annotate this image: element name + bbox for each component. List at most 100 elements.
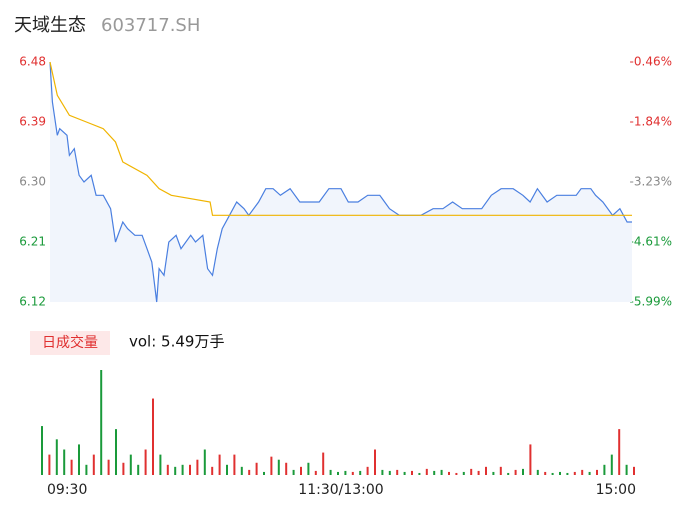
volume-bar: [122, 462, 125, 475]
volume-bar: [559, 471, 561, 475]
volume-bar: [388, 470, 391, 475]
volume-bar: [573, 471, 576, 475]
volume-bar: [610, 454, 613, 475]
volume-bar: [485, 466, 487, 475]
volume-bar: [307, 462, 310, 475]
volume-bar: [514, 469, 517, 475]
volume-bar: [129, 454, 132, 475]
volume-bar: [196, 459, 199, 475]
volume-bar: [448, 471, 450, 475]
x-tick-label: 09:30: [47, 482, 87, 498]
volume-bar: [566, 472, 569, 475]
price-line: [49, 61, 632, 303]
volume-bar: [285, 462, 288, 475]
y2-tick-label: -0.46%: [630, 55, 672, 69]
x-tick-label: 11:30/13:00: [298, 482, 383, 498]
volume-bar: [255, 462, 258, 475]
volume-text: vol: 5.49万手: [129, 333, 224, 351]
volume-bar: [492, 471, 495, 475]
volume-bar: [433, 470, 436, 475]
average-line: [49, 61, 632, 216]
volume-bar: [344, 470, 347, 475]
volume-bar: [92, 454, 95, 475]
stock-code: 603717.SH: [101, 15, 200, 36]
volume-bar: [603, 464, 606, 475]
volume-bar: [107, 459, 110, 475]
volume-bar: [270, 456, 273, 475]
y-tick-label: 6.12: [19, 295, 46, 309]
volume-bar: [366, 466, 369, 475]
volume-bar: [374, 449, 376, 475]
volume-bar: [322, 452, 325, 475]
volume-bar: [351, 471, 354, 475]
volume-bar: [144, 449, 147, 475]
volume-bar: [159, 454, 162, 475]
volume-bar: [418, 472, 421, 475]
volume-bar: [544, 471, 547, 475]
x-tick-label: 15:00: [596, 482, 636, 498]
volume-bar: [85, 464, 88, 475]
volume-bar: [78, 444, 80, 475]
volume-bar: [359, 470, 362, 475]
volume-bar: [248, 469, 251, 475]
volume-bar: [233, 454, 236, 475]
volume-bar: [411, 470, 413, 475]
volume-bar: [226, 464, 228, 475]
volume-bar: [240, 466, 243, 475]
y2-tick-label: -4.61%: [630, 235, 672, 249]
volume-bar: [337, 471, 339, 475]
volume-bar: [596, 469, 598, 475]
volume-bar: [48, 454, 51, 475]
volume-bar: [211, 466, 214, 475]
volume-bar: [633, 466, 635, 475]
volume-bar: [137, 464, 140, 475]
volume-bar: [581, 469, 584, 475]
volume-bar: [189, 464, 191, 475]
volume-bar: [100, 370, 103, 475]
volume-bar: [152, 398, 154, 475]
volume-bar: [314, 470, 317, 475]
volume-bar: [70, 459, 73, 475]
volume-bar: [292, 469, 295, 475]
volume-bar: [470, 468, 473, 475]
volume-bar: [403, 471, 406, 475]
volume-bar: [529, 444, 532, 475]
y-tick-label: 6.21: [19, 235, 46, 249]
volume-bar: [477, 470, 480, 475]
volume-bar: [181, 464, 184, 475]
volume-bar: [277, 459, 280, 475]
volume-bar: [536, 469, 539, 475]
volume-bar: [174, 466, 177, 475]
y2-tick-label: -5.99%: [630, 295, 672, 309]
volume-bar: [41, 426, 43, 475]
volume-bar: [588, 471, 591, 475]
y-tick-label: 6.39: [19, 115, 46, 129]
volume-bar: [55, 439, 58, 475]
volume-bar: [499, 466, 502, 475]
volume-label: 日成交量: [42, 334, 98, 351]
volume-bar: [507, 472, 510, 475]
y2-tick-label: -1.84%: [630, 114, 672, 128]
volume-bar: [551, 472, 554, 475]
volume-bar: [218, 454, 221, 475]
volume-bar: [425, 468, 428, 475]
volume-bar: [455, 472, 458, 475]
volume-bar: [381, 469, 384, 475]
y-tick-label: 6.30: [19, 175, 46, 189]
volume-bar: [166, 464, 169, 475]
volume-bar: [522, 468, 524, 475]
volume-bar: [618, 429, 621, 475]
volume-bar: [462, 471, 465, 475]
y2-tick-label: -3.23%: [630, 175, 672, 189]
volume-bar: [115, 429, 117, 475]
volume-bar: [63, 449, 66, 475]
stock-name: 天域生态: [14, 15, 86, 36]
volume-bar: [396, 469, 399, 475]
price-area: [50, 62, 632, 302]
volume-bar: [300, 466, 302, 475]
y-tick-label: 6.48: [19, 55, 46, 69]
volume-bar: [625, 464, 628, 475]
volume-bar: [263, 471, 265, 475]
volume-bar: [440, 469, 443, 475]
